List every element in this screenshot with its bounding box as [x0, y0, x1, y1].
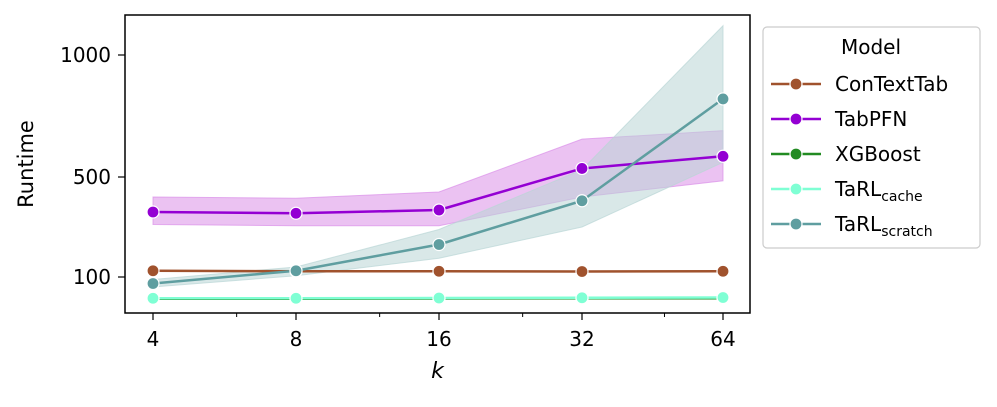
- point-tarl-scratch-32: [575, 194, 589, 208]
- point-tabpfn-8: [289, 206, 303, 220]
- point-tarl-scratch-16: [432, 237, 446, 252]
- legend-label: TaRLcache: [834, 177, 923, 205]
- legend-swatch-marker: [789, 147, 803, 161]
- point-tarl-scratch-64: [716, 92, 730, 106]
- point-tarl-scratch-8: [289, 264, 303, 278]
- legend-swatch-marker: [789, 77, 803, 91]
- point-tabpfn-4: [146, 205, 160, 219]
- legend-item-tarl-scratch: TaRLscratch: [771, 212, 933, 240]
- x-tick-label: 32: [569, 327, 594, 351]
- legend-title: Model: [841, 35, 901, 59]
- band-tabpfn: [152, 130, 724, 227]
- x-tick-label: 64: [710, 327, 735, 351]
- legend-item-xgboost: XGBoost: [771, 142, 921, 166]
- point-tarl-cache-4: [146, 291, 160, 305]
- legend-swatch-marker: [789, 182, 803, 196]
- legend-item-tarl-cache: TaRLcache: [771, 177, 923, 205]
- point-contexttab-32: [575, 264, 589, 279]
- x-axis-label: k: [431, 359, 445, 384]
- point-contexttab-16: [432, 264, 446, 278]
- point-contexttab-64: [716, 264, 730, 278]
- point-tarl-cache-64: [716, 290, 730, 305]
- legend-label: ConTextTab: [835, 72, 948, 96]
- legend-item-tabpfn: TabPFN: [771, 107, 907, 131]
- x-tick-label: 8: [290, 327, 303, 351]
- legend: Model ConTextTab TabPFN XGBoost TaRLcache Ta…: [762, 26, 981, 249]
- point-contexttab-4: [146, 264, 160, 278]
- legend-swatch-marker: [789, 217, 803, 231]
- point-tabpfn-32: [575, 161, 589, 176]
- point-tarl-cache-8: [289, 291, 303, 305]
- legend-label: TaRLscratch: [834, 212, 933, 240]
- series-points: [146, 92, 730, 306]
- legend-box: [762, 26, 981, 249]
- point-tarl-cache-32: [575, 291, 589, 305]
- y-tick-label: 1000: [60, 43, 111, 67]
- legend-swatch-marker: [789, 112, 803, 126]
- x-tick-label: 16: [426, 327, 451, 351]
- x-tick-label: 4: [147, 327, 160, 351]
- point-tarl-scratch-4: [146, 276, 160, 291]
- y-tick-label: 100: [73, 265, 111, 289]
- legend-item-contexttab: ConTextTab: [771, 72, 948, 96]
- axes: 4 8 16 32 64 100 500 1000: [60, 14, 751, 351]
- y-tick-label: 500: [73, 165, 111, 189]
- point-tabpfn-16: [432, 203, 446, 217]
- plot-frame: [124, 14, 751, 314]
- legend-label: XGBoost: [835, 142, 921, 166]
- legend-label: TabPFN: [834, 107, 907, 131]
- y-axis-label: Runtime: [14, 120, 38, 208]
- point-tabpfn-64: [716, 149, 730, 163]
- point-tarl-cache-16: [432, 291, 446, 305]
